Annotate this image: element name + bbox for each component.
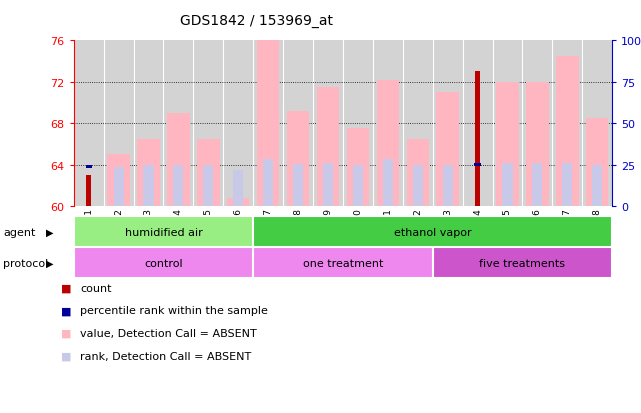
Bar xyxy=(406,140,429,206)
Bar xyxy=(173,165,183,206)
Bar xyxy=(475,72,480,206)
Text: control: control xyxy=(144,258,183,268)
Bar xyxy=(586,119,608,206)
Bar xyxy=(86,176,91,206)
Bar xyxy=(167,114,190,206)
Text: ethanol vapor: ethanol vapor xyxy=(394,227,472,237)
Bar xyxy=(137,140,160,206)
Text: ■: ■ xyxy=(61,306,71,316)
Text: count: count xyxy=(80,283,112,293)
Text: one treatment: one treatment xyxy=(303,258,383,268)
Bar xyxy=(383,160,393,206)
Bar xyxy=(592,165,603,206)
Bar xyxy=(442,165,453,206)
Bar xyxy=(532,163,542,206)
Text: percentile rank within the sample: percentile rank within the sample xyxy=(80,306,268,316)
Bar xyxy=(203,165,213,206)
Bar xyxy=(377,81,399,206)
Bar xyxy=(526,83,549,206)
Text: value, Detection Call = ABSENT: value, Detection Call = ABSENT xyxy=(80,328,257,338)
Bar xyxy=(293,164,303,206)
Bar xyxy=(107,155,129,206)
Bar xyxy=(496,83,519,206)
Bar xyxy=(253,248,433,279)
Text: ▶: ▶ xyxy=(46,258,54,268)
Bar xyxy=(287,112,309,206)
Text: agent: agent xyxy=(3,227,36,237)
Bar xyxy=(323,163,333,206)
Bar xyxy=(74,248,253,279)
Bar xyxy=(227,198,249,206)
Bar xyxy=(85,165,92,169)
Bar xyxy=(317,88,339,206)
Text: five treatments: five treatments xyxy=(479,258,565,268)
Bar xyxy=(233,170,244,206)
Bar xyxy=(503,163,513,206)
Text: ■: ■ xyxy=(61,283,71,293)
Text: ■: ■ xyxy=(61,351,71,361)
Bar xyxy=(257,41,279,207)
Bar xyxy=(74,217,253,248)
Text: ▶: ▶ xyxy=(46,227,54,237)
Bar xyxy=(474,163,481,167)
Bar xyxy=(197,140,219,206)
Bar xyxy=(253,217,612,248)
Bar xyxy=(556,57,578,206)
Bar xyxy=(353,165,363,206)
Bar xyxy=(263,160,273,206)
Text: rank, Detection Call = ABSENT: rank, Detection Call = ABSENT xyxy=(80,351,251,361)
Text: protocol: protocol xyxy=(3,258,49,268)
Bar xyxy=(144,165,154,206)
Bar xyxy=(562,163,572,206)
Text: GDS1842 / 153969_at: GDS1842 / 153969_at xyxy=(180,14,333,28)
Text: ■: ■ xyxy=(61,328,71,338)
Bar xyxy=(413,165,423,206)
Bar xyxy=(113,167,124,206)
Text: humidified air: humidified air xyxy=(124,227,203,237)
Bar xyxy=(437,93,459,206)
Bar xyxy=(433,248,612,279)
Bar xyxy=(347,129,369,206)
